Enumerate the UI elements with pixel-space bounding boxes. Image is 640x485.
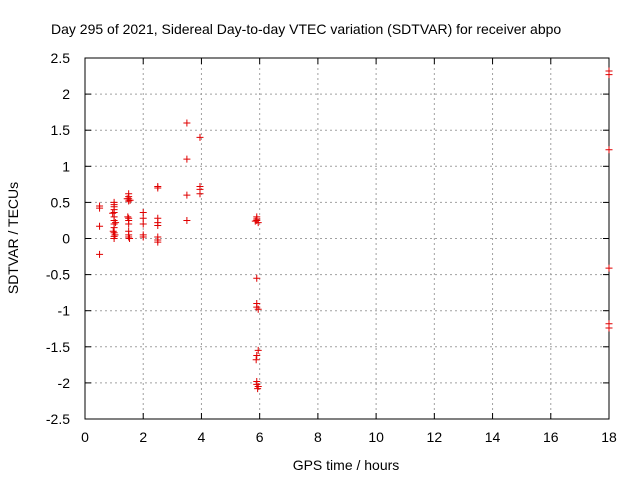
y-tick-label: 2 bbox=[62, 86, 70, 102]
data-point bbox=[183, 191, 191, 199]
x-tick-label: 6 bbox=[256, 429, 264, 445]
y-tick-label: 1.5 bbox=[51, 122, 71, 138]
y-tick-label: 1 bbox=[62, 158, 70, 174]
data-point bbox=[154, 184, 162, 192]
x-tick-label: 18 bbox=[601, 429, 617, 445]
data-point bbox=[252, 356, 260, 364]
y-tick-label: -2.5 bbox=[46, 411, 70, 427]
y-tick-label: 0 bbox=[62, 231, 70, 247]
y-tick-label: 0.5 bbox=[51, 194, 71, 210]
data-point bbox=[183, 216, 191, 224]
data-point bbox=[254, 305, 262, 313]
data-point bbox=[125, 220, 133, 228]
data-point bbox=[196, 133, 204, 141]
data-point bbox=[110, 235, 118, 242]
x-tick-label: 10 bbox=[368, 429, 384, 445]
data-point bbox=[154, 222, 162, 230]
y-tick-label: -1 bbox=[58, 303, 71, 319]
y-tick-label: -2 bbox=[58, 375, 71, 391]
data-point bbox=[111, 231, 119, 239]
x-tick-label: 0 bbox=[81, 429, 89, 445]
data-point bbox=[112, 219, 120, 227]
data-point bbox=[96, 222, 104, 230]
plot-frame bbox=[84, 57, 610, 420]
y-axis-title: SDTVAR / TECUs bbox=[5, 182, 21, 294]
data-point bbox=[254, 385, 262, 393]
x-tick-label: 16 bbox=[543, 429, 559, 445]
data-point bbox=[109, 227, 117, 235]
data-point bbox=[253, 351, 261, 359]
x-tick-label: 4 bbox=[198, 429, 206, 445]
data-point bbox=[125, 233, 133, 241]
x-axis-title: GPS time / hours bbox=[293, 457, 400, 473]
data-point bbox=[253, 274, 261, 282]
chart-title: Day 295 of 2021, Sidereal Day-to-day VTE… bbox=[51, 21, 561, 37]
data-point bbox=[183, 155, 191, 163]
tick-layer bbox=[84, 57, 610, 420]
data-point bbox=[251, 217, 259, 225]
tick-label-layer: 0 2 4 6 8 10 12 14 16 18 2.5 2 1.5 1 0.5 0 -0.5 -1 -1.5 -2 -… bbox=[46, 50, 617, 445]
y-tick-label: 2.5 bbox=[51, 50, 71, 66]
y-tick-label: -0.5 bbox=[46, 267, 70, 283]
x-tick-label: 12 bbox=[427, 429, 443, 445]
data-point bbox=[605, 264, 613, 272]
data-point bbox=[605, 324, 613, 332]
data-point bbox=[109, 209, 117, 217]
data-point bbox=[126, 235, 134, 242]
data-point bbox=[96, 250, 104, 258]
grid-layer bbox=[85, 58, 609, 419]
data-point bbox=[154, 238, 162, 246]
data-point bbox=[254, 219, 262, 227]
data-point bbox=[605, 71, 613, 79]
data-point bbox=[254, 346, 262, 354]
x-tick-label: 8 bbox=[314, 429, 322, 445]
data-point bbox=[605, 146, 613, 154]
data-point bbox=[124, 213, 132, 221]
data-point bbox=[126, 196, 134, 204]
data-point-layer bbox=[96, 67, 613, 393]
data-point bbox=[96, 204, 104, 212]
data-point bbox=[139, 220, 147, 228]
data-point bbox=[139, 233, 147, 241]
x-tick-label: 2 bbox=[139, 429, 147, 445]
y-tick-label: -1.5 bbox=[46, 339, 70, 355]
data-point bbox=[123, 195, 131, 203]
x-tick-label: 14 bbox=[485, 429, 501, 445]
data-point bbox=[183, 119, 191, 127]
data-point bbox=[196, 190, 204, 198]
